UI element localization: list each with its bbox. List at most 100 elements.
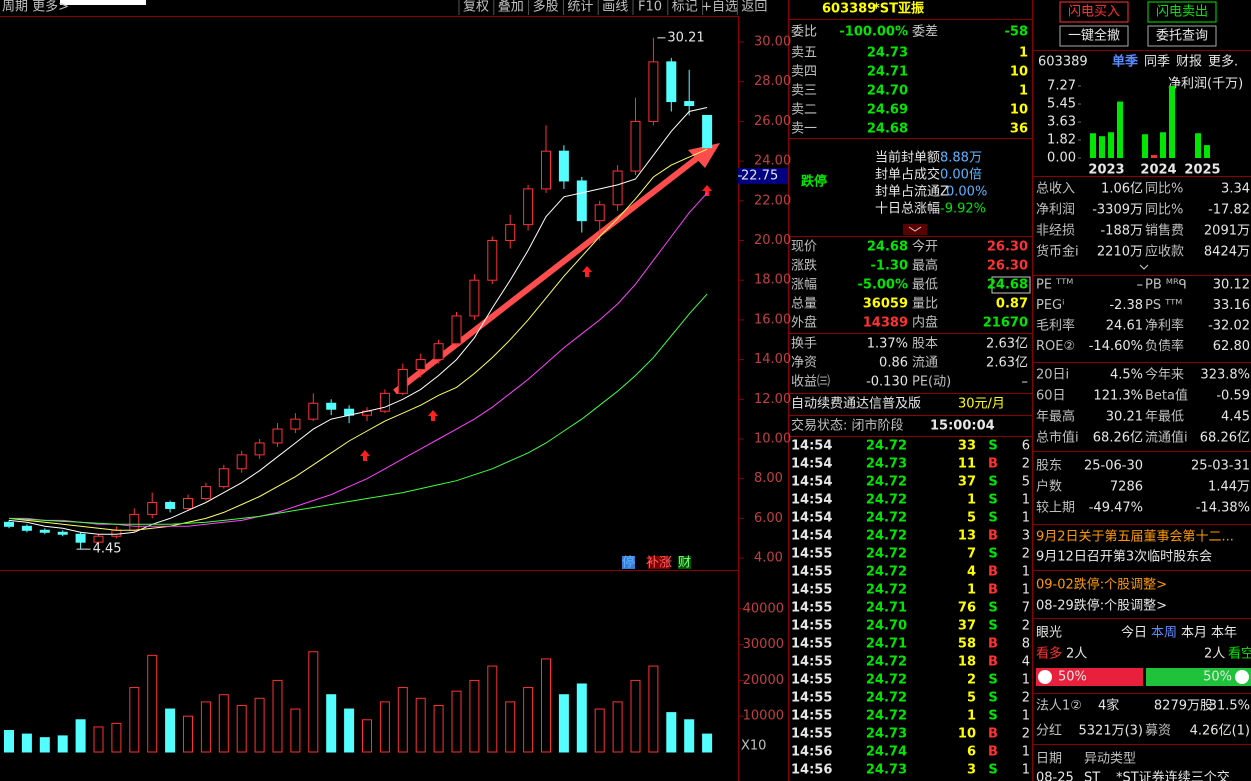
finance-tab[interactable]: 更多.: [1208, 54, 1238, 70]
toolbar-button[interactable]: 复权: [463, 0, 489, 15]
tick-time: 14:55: [791, 637, 832, 652]
volume-bar: [469, 679, 480, 753]
tick-volume: 5: [967, 691, 976, 706]
candle-body: [397, 369, 408, 394]
expand-button[interactable]: [903, 224, 927, 235]
info-label: 非经损: [1036, 224, 1075, 239]
y-tick-label: 0.00: [1047, 151, 1076, 166]
volume-bar: [702, 733, 713, 753]
toolbar-button[interactable]: F10: [638, 0, 662, 15]
tick-volume: 13: [958, 529, 976, 544]
toolbar-button[interactable]: 画线: [602, 0, 628, 15]
abnormal-header: 日期: [1036, 752, 1062, 767]
tick-side: S: [988, 511, 997, 526]
candle-body: [469, 279, 480, 317]
candle-body: [218, 468, 229, 488]
trade-button[interactable]: [1059, 25, 1129, 47]
stat-value: 1.37%: [867, 337, 908, 352]
info-label: 净利率: [1145, 318, 1184, 334]
volume-bar: [684, 719, 695, 753]
volume-bar: [147, 654, 158, 753]
candle-body: [57, 531, 68, 535]
bull-bar: [1036, 668, 1143, 686]
volume-bar: [397, 687, 408, 753]
info-value: -188万: [1100, 224, 1143, 239]
holder-value: -14.38%: [1196, 501, 1250, 516]
tick-time: 14:56: [791, 763, 832, 778]
volume-bar: [630, 679, 641, 753]
trade-button-label[interactable]: 委托查询: [1156, 29, 1208, 44]
news-item: 9月2日关于第五届董事会第十二...: [1036, 530, 1234, 545]
stat-label: 今开: [912, 239, 938, 255]
candle-body: [576, 180, 587, 222]
dividend-cell: 4.26亿(1): [1190, 724, 1250, 739]
finance-tab[interactable]: 同季: [1144, 55, 1170, 70]
toolbar-button[interactable]: +自选: [701, 0, 738, 15]
candle-body: [111, 529, 122, 537]
toolbar-button[interactable]: 返回: [741, 0, 767, 15]
tick-side: B: [988, 583, 998, 598]
candle-body: [272, 428, 283, 444]
info-value: -14.60%: [1089, 339, 1143, 354]
info-label: ROE②: [1036, 339, 1075, 354]
info-label: 应收款: [1145, 244, 1184, 260]
tick-side: S: [988, 475, 997, 490]
vision-tab[interactable]: 本年: [1211, 626, 1237, 641]
ask-price: 24.69: [867, 103, 908, 118]
info-value: 68.26亿: [1200, 431, 1250, 446]
toolbar-button[interactable]: 统计: [567, 0, 593, 15]
trade-button[interactable]: [1147, 1, 1217, 23]
info-value: 30.12: [1213, 278, 1250, 293]
trade-button-label[interactable]: 闪电卖出: [1156, 5, 1208, 20]
candle-body: [290, 418, 301, 430]
trade-button[interactable]: [1059, 1, 1129, 23]
profit-bar: [1142, 134, 1148, 158]
toolbar-button[interactable]: 标记: [672, 0, 698, 15]
vision-tab[interactable]: 本月: [1181, 626, 1207, 641]
tick-price: 24.72: [866, 691, 907, 706]
y-tick-label: 30000: [743, 637, 784, 652]
volume-bar: [165, 708, 176, 753]
stat-label: 内盘: [912, 315, 938, 331]
trade-button[interactable]: [1147, 25, 1217, 47]
volume-bar: [541, 658, 551, 753]
y-tick-label: 20.00: [754, 233, 791, 248]
info-label: 同比%: [1145, 182, 1183, 197]
signal-arrow: [360, 450, 370, 461]
volume-bar: [576, 683, 587, 753]
trade-button-label[interactable]: 闪电买入: [1068, 5, 1120, 20]
tick-time: 14:55: [791, 709, 832, 724]
volume-bar: [379, 701, 390, 753]
vision-tab[interactable]: 本周: [1151, 626, 1177, 641]
holder-value: 1.44万: [1208, 480, 1250, 495]
trade-button-label[interactable]: 一键全撤: [1068, 28, 1120, 44]
info-value: 4.5%: [1110, 368, 1143, 383]
tick-volume: 76: [958, 601, 976, 616]
info-label: 净利润: [1036, 203, 1075, 218]
vision-tab[interactable]: 今日: [1121, 625, 1147, 641]
tick-count: 4: [1022, 655, 1030, 670]
tick-time: 14:55: [791, 547, 832, 562]
volume-bar: [558, 694, 569, 753]
finance-tab[interactable]: 单季: [1112, 54, 1138, 70]
stat-value: 2.63亿: [986, 356, 1028, 371]
trade-time: 15:00:04: [930, 419, 995, 434]
expand-chevron[interactable]: [1139, 264, 1149, 270]
tick-price: 24.72: [866, 439, 907, 454]
tick-count: 5: [1022, 475, 1030, 490]
bear-pct: 50%: [1203, 670, 1232, 685]
low-label: 4.45: [93, 542, 122, 557]
profit-bar: [1117, 101, 1123, 158]
toolbar-button[interactable]: 叠加: [498, 0, 524, 15]
bear-icon[interactable]: [1235, 670, 1249, 684]
value-box: [991, 276, 1031, 294]
ask-volume: 1: [1019, 46, 1028, 61]
toolbar-button[interactable]: 多股: [533, 0, 559, 15]
y-tick-label: 12.00: [754, 392, 791, 407]
tick-count: 1: [1022, 583, 1030, 598]
bull-icon[interactable]: [1038, 670, 1052, 684]
finance-tab[interactable]: 财报: [1176, 55, 1202, 70]
news-item: 9月12日召开第3次临时股东会: [1036, 549, 1212, 565]
ask-label: 卖四: [791, 65, 817, 80]
